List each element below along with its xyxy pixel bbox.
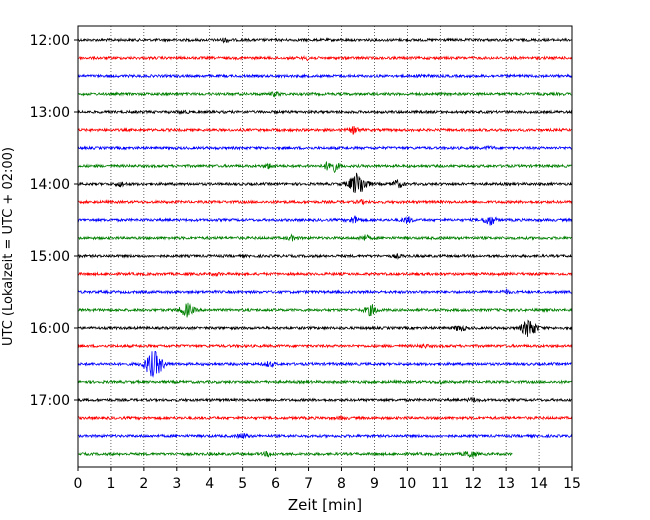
x-tick-label: 6 [271,476,280,492]
trace-1330 [77,144,573,151]
x-tick-label: 1 [106,476,115,492]
trace-1345 [77,161,573,174]
trace-lines [77,37,573,459]
trace-1615 [77,343,573,350]
plot-frame [77,25,573,468]
x-tick-label: 7 [304,476,313,492]
trace-1430 [77,215,573,226]
y-tick-label: 14:00 [30,177,70,193]
x-tick-label: 9 [370,476,379,492]
x-tick-label: 15 [563,476,581,492]
trace-1315 [77,125,573,135]
y-tick-label: 17:00 [30,393,70,409]
x-tick-label: 14 [530,476,548,492]
x-tick-label: 10 [398,476,416,492]
x-tick-label: 5 [238,476,247,492]
x-tick-label: 13 [497,476,515,492]
x-tick-label: 4 [205,476,214,492]
x-tick-label: 3 [172,476,181,492]
y-axis: 12:00 13:00 14:00 15:00 16:00 17:00 [30,33,78,409]
y-axis-label: UTC (Lokalzeit = UTC + 02:00) [1,147,16,346]
trace-1530 [77,288,573,295]
x-tick-label: 12 [464,476,482,492]
trace-1400 [77,172,573,194]
trace-1700 [77,396,573,403]
x-tick-label: 0 [74,476,83,492]
trace-1500 [77,253,573,261]
x-axis: 0 1 2 3 4 5 6 7 8 9 10 11 12 13 14 15 [74,467,581,492]
trace-1415 [77,199,573,206]
trace-1200 [77,37,573,44]
trace-1215 [77,54,573,62]
y-tick-label: 12:00 [30,33,70,49]
x-axis-label: Zeit [min] [288,496,362,514]
trace-1300 [77,109,573,116]
trace-1730 [77,432,573,440]
trace-1600 [77,319,573,337]
trace-1230 [77,73,573,79]
trace-1630 [77,350,573,378]
y-tick-label: 16:00 [30,321,70,337]
trace-1715 [77,414,573,421]
trace-1515 [77,271,573,278]
trace-1645 [77,379,573,386]
x-tick-label: 2 [139,476,148,492]
trace-1745 [77,450,513,459]
y-tick-label: 15:00 [30,249,70,265]
x-tick-label: 11 [431,476,449,492]
x-tick-label: 8 [337,476,346,492]
trace-1445 [77,233,573,242]
y-tick-label: 13:00 [30,105,70,121]
trace-1545 [77,302,573,318]
trace-1245 [77,90,573,98]
